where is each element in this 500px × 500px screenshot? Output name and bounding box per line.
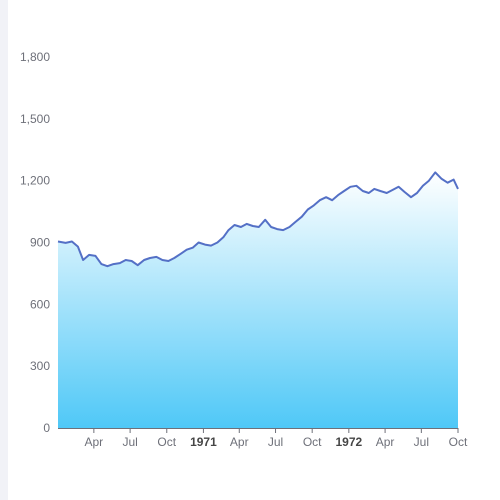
plot-area: 0 300 600 900 1,200 1,500 1,800 Apr Jul Oct 1971 Ap…	[20, 50, 468, 449]
x-tick-label: Oct	[449, 435, 468, 449]
y-tick-label: 600	[30, 297, 50, 311]
x-tick-label: Jul	[414, 435, 429, 449]
y-tick-label: 0	[43, 421, 50, 435]
x-tick-label: Jul	[122, 435, 137, 449]
y-tick-label: 1,500	[20, 112, 50, 126]
y-tick-label: 900	[30, 236, 50, 250]
y-tick-label: 1,800	[20, 50, 50, 64]
left-edge-strip	[0, 0, 8, 500]
x-tick-label: Apr	[85, 435, 104, 449]
series-line	[57, 171, 459, 268]
x-tick-label: 1972	[335, 435, 362, 449]
x-tick-label: Apr	[376, 435, 395, 449]
x-tick-label: Oct	[303, 435, 322, 449]
y-tick-label: 300	[30, 359, 50, 373]
x-tick-label: Apr	[230, 435, 249, 449]
x-tick-label: Jul	[268, 435, 283, 449]
area-fill	[58, 172, 458, 428]
x-tick-label: Oct	[157, 435, 176, 449]
x-tick-label: 1971	[190, 435, 217, 449]
y-tick-label: 1,200	[20, 174, 50, 188]
